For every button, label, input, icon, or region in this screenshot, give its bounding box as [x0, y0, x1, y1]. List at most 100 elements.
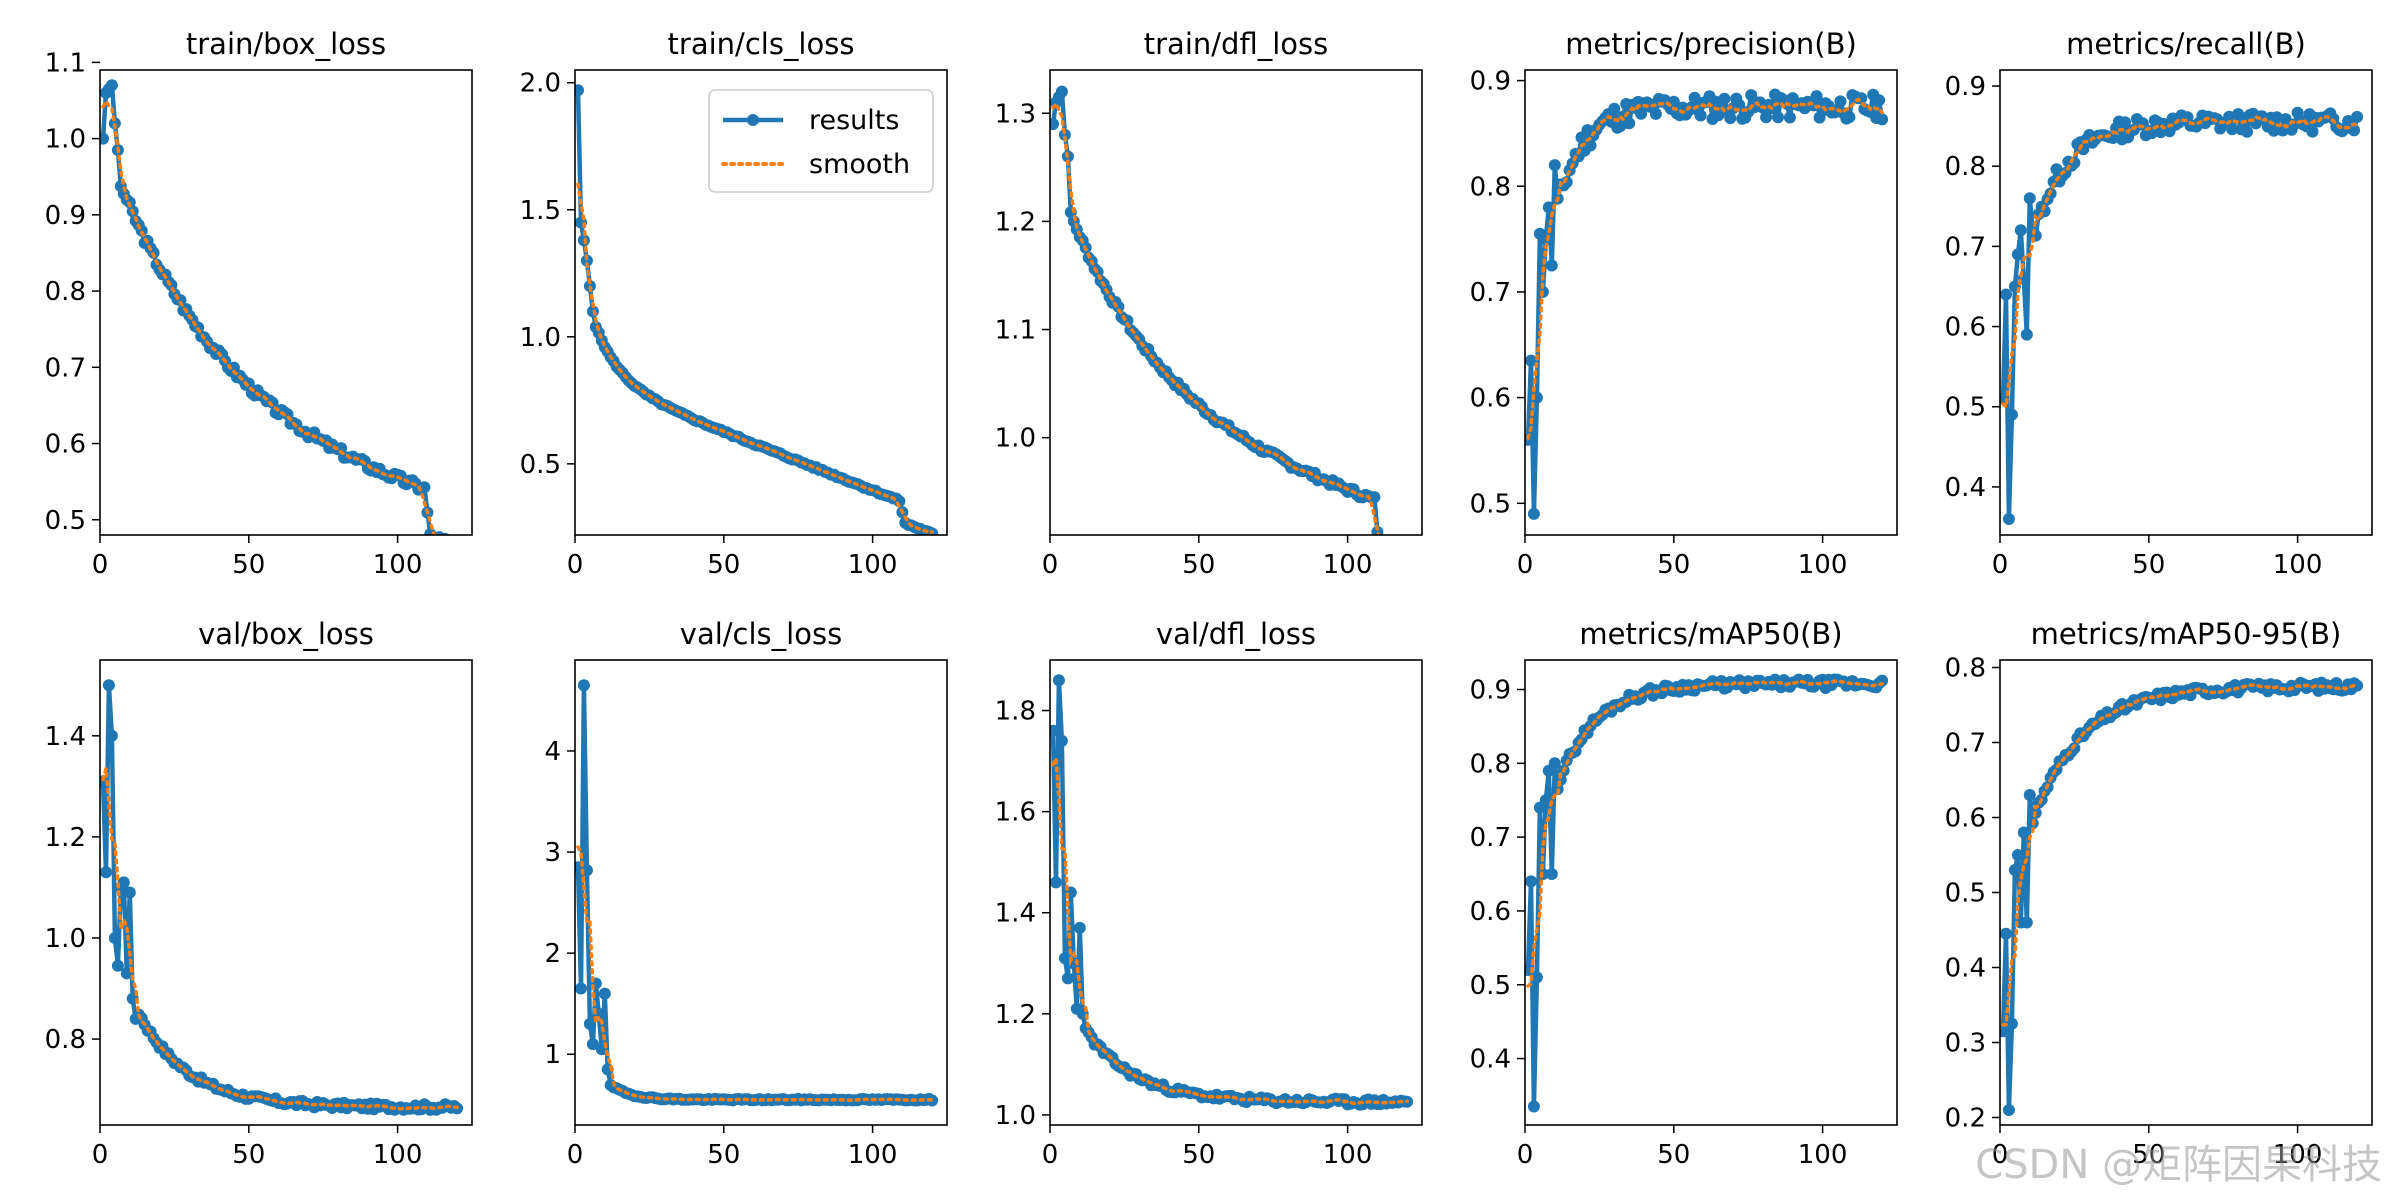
results-point: [1525, 875, 1537, 888]
results-point: [117, 876, 130, 889]
results-point: [1368, 491, 1381, 504]
results-point: [1050, 118, 1059, 131]
results-point: [1374, 553, 1386, 565]
x-tick-label: 0: [1517, 1140, 1534, 1170]
y-tick-label: 0.7: [45, 353, 86, 383]
results-point: [598, 987, 611, 1000]
chart-panel: val/cls_loss 0 50 100 1 2 3 4: [544, 617, 948, 1170]
axes-frame: [99, 69, 473, 536]
chart-title: metrics/recall(B): [2066, 27, 2306, 61]
results-point: [1545, 868, 1558, 880]
results-point: [2005, 1017, 2018, 1030]
y-tick-label: 3: [544, 838, 561, 868]
results-point: [2226, 123, 2239, 136]
results-point: [2270, 111, 2283, 124]
x-tick-label: 0: [567, 550, 584, 580]
y-tick-label: 0.5: [45, 506, 86, 536]
results-point: [1688, 91, 1701, 104]
y-tick-label: 0.5: [1470, 489, 1511, 519]
x-tick-label: 0: [1042, 1140, 1059, 1170]
results-point: [1760, 111, 1773, 124]
chart-title: val/dfl_loss: [1156, 617, 1316, 651]
x-tick-label: 50: [1657, 1140, 1690, 1170]
y-tick-label: 0.7: [1945, 232, 1986, 262]
results-point: [1061, 972, 1074, 985]
y-tick-label: 0.6: [1470, 897, 1511, 927]
smooth-line: [576, 845, 934, 1103]
y-tick-label: 1.0: [45, 924, 86, 954]
x-tick-label: 0: [92, 1140, 109, 1170]
y-tick-label: 4: [544, 737, 561, 767]
chart-panel: metrics/recall(B) 0 50 100 0.4 0.5 0.6 0.7 0.8 0.…: [1945, 27, 2373, 580]
axes-frame: [1524, 69, 1898, 536]
y-tick-label: 0.7: [1945, 729, 1986, 759]
x-tick-label: 100: [1798, 1140, 1848, 1170]
smooth-line: [576, 182, 934, 534]
x-tick-label: 100: [1798, 550, 1848, 580]
smooth-line: [1526, 679, 1884, 988]
results-point: [2020, 916, 2033, 929]
y-tick-label: 1.0: [520, 323, 561, 353]
results-line: [1050, 677, 1408, 1107]
results-point: [2017, 826, 2030, 839]
y-tick-label: 0.8: [1945, 654, 1986, 684]
results-point: [2000, 927, 2012, 940]
y-tick-label: 1.4: [995, 899, 1036, 929]
y-tick-label: 0.3: [1945, 1029, 1986, 1059]
results-point: [1635, 107, 1648, 120]
smooth-line: [1051, 100, 1381, 535]
results-point: [105, 79, 118, 92]
results-point: [1694, 109, 1707, 122]
smooth-line: [1526, 97, 1884, 440]
results-point: [1380, 560, 1392, 572]
smooth-line: [2001, 683, 2359, 1027]
legend: results smooth: [708, 89, 934, 193]
y-tick-label: 2: [544, 939, 561, 969]
y-tick-label: 1.3: [995, 99, 1036, 129]
x-tick-label: 100: [2273, 1140, 2323, 1170]
results-point: [2000, 1025, 2009, 1038]
y-tick-label: 1.2: [995, 1000, 1036, 1030]
results-point: [1876, 113, 1889, 126]
results-point: [434, 534, 438, 535]
smooth-line: [2001, 114, 2359, 411]
results-point: [1834, 95, 1847, 108]
results-point: [2023, 789, 2036, 801]
results-point: [575, 84, 584, 97]
results-point: [1539, 794, 1552, 807]
smooth-line: [101, 98, 437, 535]
axes-frame: [99, 659, 473, 1126]
results-point: [1560, 176, 1573, 189]
results-point: [445, 536, 457, 548]
legend-smooth-label: smooth: [809, 149, 910, 180]
chart-title: metrics/mAP50-95(B): [2031, 617, 2342, 651]
results-point: [586, 1038, 599, 1051]
chart-panel: metrics/precision(B) 0 50 100 0.5 0.6 0.7 0.8 0.…: [1470, 27, 1898, 580]
y-tick-label: 0.4: [1945, 954, 1986, 984]
y-tick-label: 0.6: [1470, 384, 1511, 414]
y-tick-label: 0.5: [1470, 971, 1511, 1001]
x-tick-label: 50: [1657, 550, 1690, 580]
y-tick-label: 0.4: [1945, 473, 1986, 503]
smooth-line: [101, 768, 459, 1111]
results-point: [1873, 94, 1886, 107]
results-point: [1772, 111, 1784, 124]
results-point: [580, 254, 593, 267]
y-tick-label: 0.8: [1945, 152, 1986, 182]
results-point: [2348, 124, 2361, 137]
results-point: [100, 866, 112, 879]
y-tick-label: 0.7: [1470, 823, 1511, 853]
legend-results-marker: [747, 114, 759, 126]
x-tick-label: 100: [848, 1140, 898, 1170]
y-tick-label: 1.6: [995, 798, 1036, 828]
results-point: [2005, 408, 2018, 421]
y-tick-label: 1.1: [995, 316, 1036, 346]
results-point: [227, 361, 240, 374]
results-point: [105, 729, 118, 742]
legend-box: [708, 89, 934, 193]
results-point: [266, 396, 279, 409]
results-point: [1398, 566, 1410, 578]
results-point: [1530, 971, 1543, 984]
results-point: [2002, 1104, 2015, 1116]
x-tick-label: 100: [2273, 550, 2323, 580]
